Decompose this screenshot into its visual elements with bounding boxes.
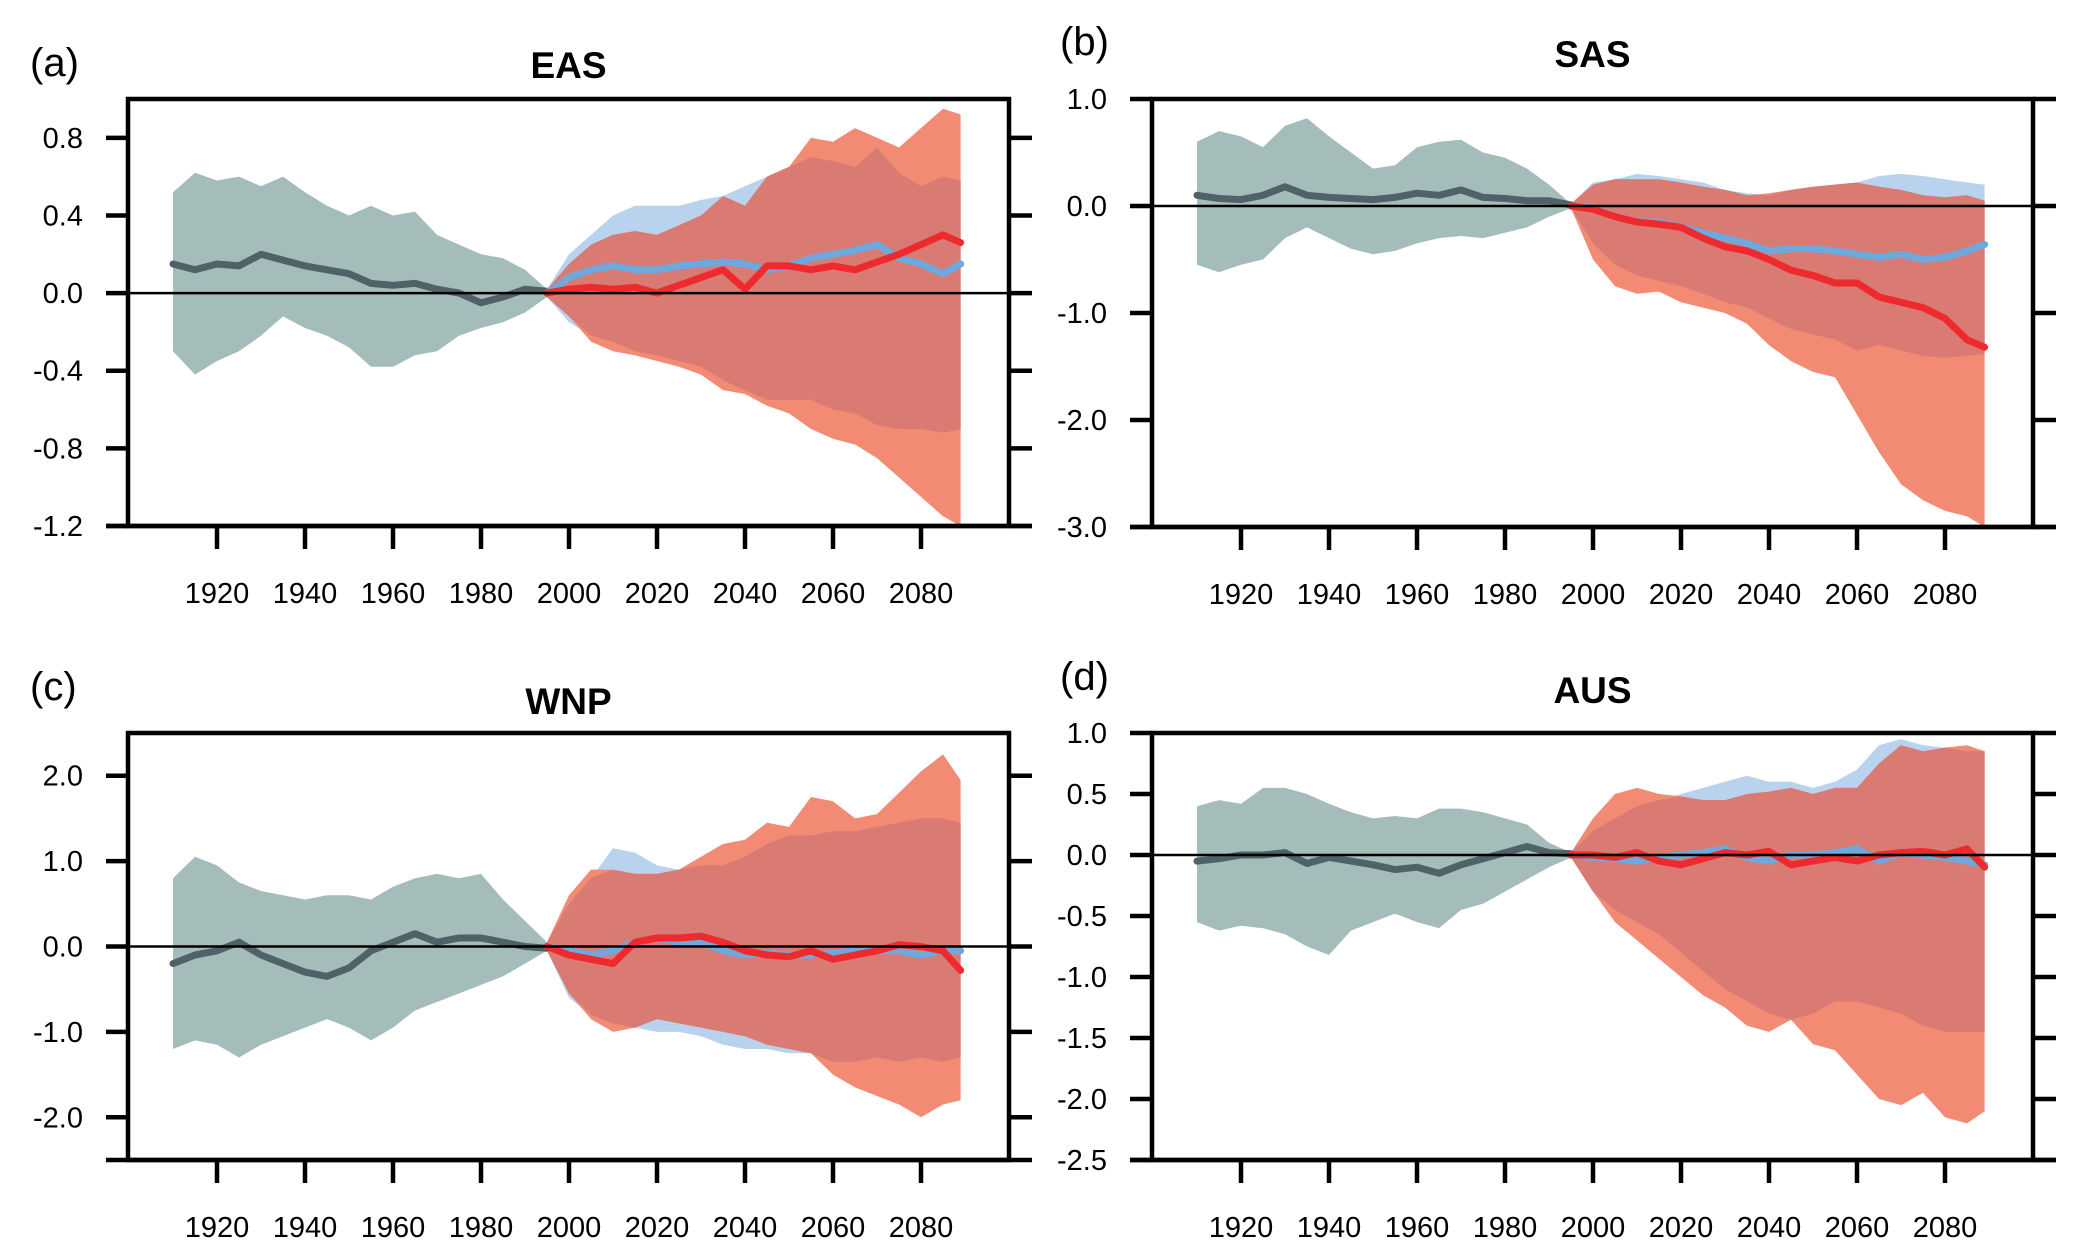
y-tick-label: -2.0 (1057, 1084, 1107, 1116)
x-tick-label: 2020 (1649, 579, 1714, 611)
y-tick-label: 1.0 (1067, 718, 1107, 750)
panel-label: (c) (30, 665, 77, 709)
x-tick-label: 1960 (361, 1212, 426, 1242)
x-tick-label: 2000 (1561, 1212, 1626, 1242)
y-tick-label: -0.8 (33, 433, 83, 465)
high-scenario-mean-line (1567, 202, 1989, 351)
panel-label: (a) (30, 41, 79, 85)
y-tick-label: 0.4 (43, 200, 83, 232)
x-tick-label: 2040 (1737, 579, 1802, 611)
panel-eas: (a) EAS 0.8 0.4 0.0 -0.4 -0.8 -1.2 1920 1940 196… (30, 41, 1032, 610)
panel-sas: (b) SAS 1.0 0.0 -1.0 -2.0 -3.0 1920 1940 1960 19… (1057, 20, 2056, 611)
x-tick-label: 1920 (185, 1212, 250, 1242)
high-scenario-mean-line (543, 231, 965, 297)
y-tick-label: 1.0 (43, 846, 83, 878)
y-tick-label: -1.0 (1057, 298, 1107, 330)
x-tick-label: 2060 (1825, 1212, 1890, 1242)
panel-title: EAS (530, 45, 606, 86)
x-tick-label: 1920 (1209, 1212, 1274, 1242)
x-tick-label: 1920 (1209, 579, 1274, 611)
x-tick-label: 1980 (449, 1212, 514, 1242)
plot-area (1193, 739, 1989, 1124)
x-tick-label: 1940 (273, 578, 338, 610)
x-tick-label: 2080 (1913, 1212, 1978, 1242)
scenario-overlap-band (547, 147, 961, 433)
x-tick-label: 2020 (1649, 1212, 1714, 1242)
y-tick-label: -2.0 (1057, 405, 1107, 437)
x-tick-label: 1980 (1473, 579, 1538, 611)
y-tick-label: -3.0 (1057, 512, 1107, 544)
y-tick-label: 0.5 (1067, 779, 1107, 811)
x-tick-label: 2040 (713, 578, 778, 610)
historical-range-band (1197, 787, 1571, 955)
y-tick-label: -1.0 (1057, 962, 1107, 994)
y-tick-label: -1.2 (33, 511, 83, 543)
x-tick-label: 1960 (1385, 1212, 1450, 1242)
historical-mean-line (1193, 183, 1575, 209)
x-tick-label: 2000 (537, 1212, 602, 1242)
panel-title: SAS (1554, 34, 1630, 75)
x-tick-label: 1960 (1385, 579, 1450, 611)
plot-area (1193, 118, 1989, 527)
x-tick-label: 1940 (1297, 1212, 1362, 1242)
panel-label: (d) (1060, 655, 1109, 699)
x-tick-label: 2040 (713, 1212, 778, 1242)
y-tick-label: -2.5 (1057, 1145, 1107, 1177)
y-tick-label: -1.0 (33, 1017, 83, 1049)
y-tick-label: 0.8 (43, 123, 83, 155)
y-tick-label: -2.0 (33, 1102, 83, 1134)
y-tick-label: 0.0 (43, 278, 83, 310)
y-tick-label: -0.4 (33, 356, 83, 388)
x-tick-label: 1920 (185, 578, 250, 610)
y-tick-label: 0.0 (1067, 840, 1107, 872)
scenario-overlap-band (1571, 745, 1985, 1032)
x-tick-label: 2040 (1737, 1212, 1802, 1242)
x-tick-label: 2060 (801, 1212, 866, 1242)
scenario-overlap-band (547, 818, 961, 1062)
panel-wnp: (c) WNP 2.0 1.0 0.0 -1.0 -2.0 1920 1940 1960 198… (30, 665, 1032, 1242)
panel-title: AUS (1553, 670, 1631, 711)
y-tick-label: 0.0 (1067, 191, 1107, 223)
x-tick-label: 2000 (537, 578, 602, 610)
x-tick-label: 2020 (625, 578, 690, 610)
x-tick-label: 1940 (1297, 579, 1362, 611)
y-tick-label: 0.0 (43, 932, 83, 964)
x-tick-label: 2080 (889, 578, 954, 610)
x-tick-label: 1980 (1473, 1212, 1538, 1242)
x-tick-label: 2060 (1825, 579, 1890, 611)
y-tick-label: -1.5 (1057, 1023, 1107, 1055)
y-tick-label: 2.0 (43, 761, 83, 793)
x-tick-label: 2000 (1561, 579, 1626, 611)
y-tick-label: -0.5 (1057, 901, 1107, 933)
plot-area (169, 754, 965, 1118)
x-tick-label: 2080 (889, 1212, 954, 1242)
x-tick-label: 1960 (361, 578, 426, 610)
x-tick-label: 2060 (801, 578, 866, 610)
x-tick-label: 1980 (449, 578, 514, 610)
y-tick-label: 1.0 (1067, 84, 1107, 116)
historical-range-band (173, 172, 547, 375)
x-tick-label: 2020 (625, 1212, 690, 1242)
x-tick-label: 1940 (273, 1212, 338, 1242)
historical-mean-line (169, 930, 551, 980)
historical-mean-line (169, 250, 551, 307)
x-tick-label: 2080 (1913, 579, 1978, 611)
panel-title: WNP (525, 681, 611, 722)
panel-label: (b) (1060, 20, 1109, 64)
plot-area (169, 108, 965, 526)
panel-aus: (d) AUS 1.0 0.5 0.0 -0.5 -1.0 -1.5 -2.0 -2.5 192… (1057, 655, 2056, 1242)
